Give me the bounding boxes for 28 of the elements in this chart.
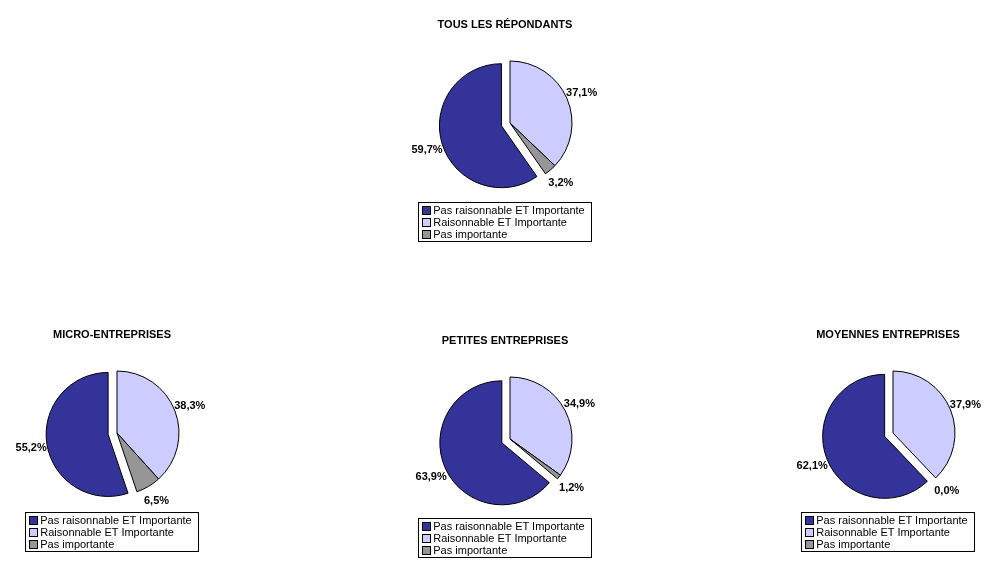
data-label: 63,9%	[415, 469, 447, 482]
data-label: 1,2%	[559, 480, 585, 493]
legend-label: Pas importante	[816, 538, 891, 550]
legend-label: Raisonnable ET Importante	[816, 526, 950, 538]
legend-label: Pas importante	[433, 228, 508, 240]
legend-label: Pas raisonnable ET Importante	[433, 204, 585, 216]
chart-title: PETITES ENTREPRISES	[440, 334, 570, 348]
legend-label: Pas raisonnable ET Importante	[816, 514, 968, 526]
data-label: 37,1%	[566, 86, 598, 99]
chart-title: MICRO-ENTREPRISES	[52, 328, 172, 342]
data-label: 38,3%	[174, 398, 206, 411]
legend-label: Raisonnable ET Importante	[433, 216, 567, 228]
legend-label: Pas raisonnable ET Importante	[40, 514, 192, 526]
data-label: 37,9%	[949, 398, 982, 411]
chart-title: MOYENNES ENTREPRISES	[815, 328, 961, 342]
legend-label: Raisonnable ET Importante	[433, 532, 567, 544]
data-label: 55,2%	[15, 441, 47, 454]
legend-label: Pas importante	[433, 544, 508, 556]
data-label: 6,5%	[143, 494, 170, 507]
chart-title: TOUS LES RÉPONDANTS	[436, 18, 574, 32]
data-label: 59,7%	[411, 143, 443, 156]
data-label: 3,2%	[548, 176, 574, 189]
legend-label: Pas importante	[40, 538, 115, 550]
legend-label: Pas raisonnable ET Importante	[433, 520, 585, 532]
data-label: 62,1%	[796, 459, 829, 472]
data-label: 34,9%	[563, 397, 596, 410]
text: 0,0%	[934, 483, 960, 496]
legend-label: Raisonnable ET Importante	[40, 526, 174, 538]
